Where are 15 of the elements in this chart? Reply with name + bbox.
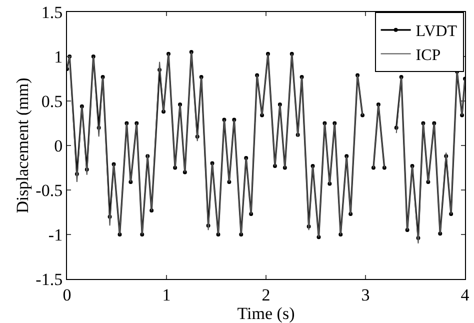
x-tick-label: 1 (162, 285, 171, 304)
y-tick-label: 0 (54, 136, 63, 156)
legend-label: ICP (416, 46, 441, 64)
x-axis-title: Time (s) (237, 304, 295, 323)
y-tick-label: -1.5 (36, 270, 63, 289)
legend-label: LVDT (416, 23, 458, 40)
y-tick-label: -0.5 (36, 180, 63, 200)
y-tick-label: -1 (48, 225, 63, 244)
x-tick-label: 3 (361, 285, 370, 304)
y-tick-label: 1.5 (41, 2, 63, 22)
y-tick-label: 0.5 (41, 92, 63, 111)
y-tick-label: 1 (54, 47, 63, 66)
x-tick-label: 2 (262, 285, 270, 304)
x-tick-label: 4 (460, 285, 470, 304)
y-axis-title: Displacement (mm) (13, 78, 32, 214)
